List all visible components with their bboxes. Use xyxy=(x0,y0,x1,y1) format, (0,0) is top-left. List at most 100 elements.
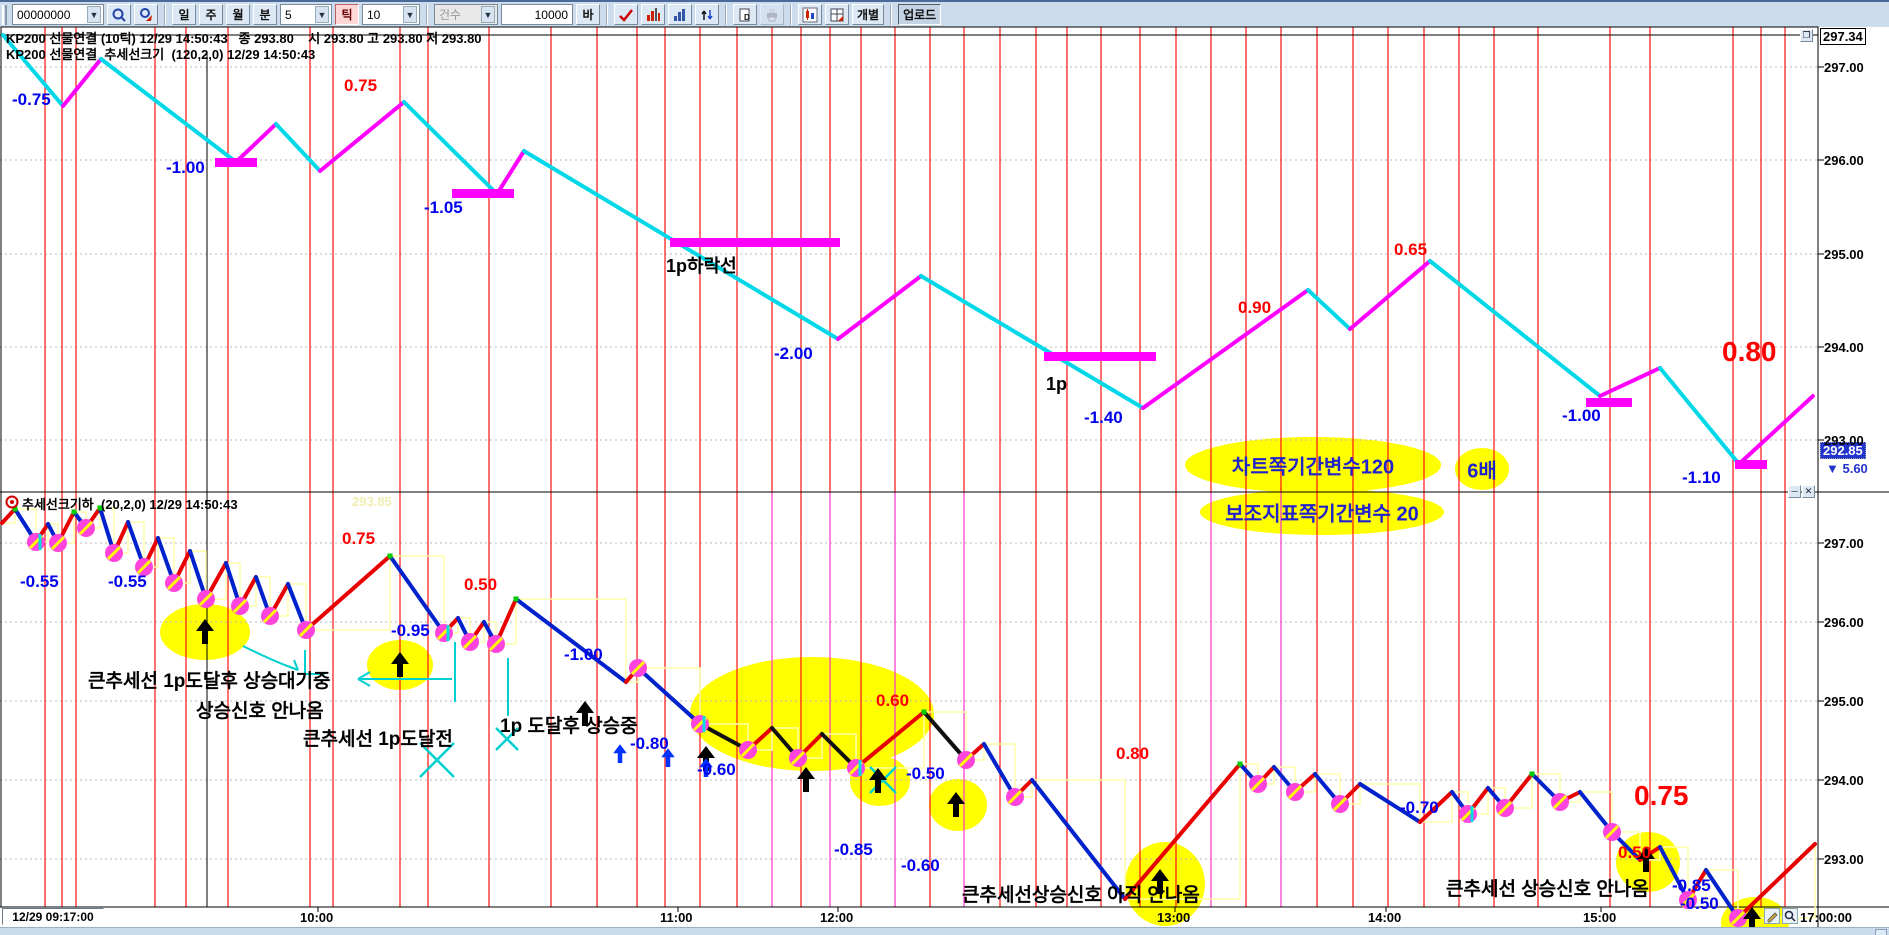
period-week-button[interactable]: 주 xyxy=(199,4,223,25)
close-panel-button[interactable]: ✕ xyxy=(1802,485,1815,498)
signal-circle-slash xyxy=(1007,789,1023,805)
sort-arrows-icon-button[interactable] xyxy=(695,4,719,25)
individual-button[interactable]: 개별 xyxy=(852,4,885,25)
trend-line-segment xyxy=(1737,394,1815,466)
chevron-down-icon: ▼ xyxy=(481,6,495,23)
trend-line-segment xyxy=(99,57,238,164)
peak-dot xyxy=(1237,761,1243,767)
volume-alert-icon-button[interactable] xyxy=(641,4,665,25)
print-icon-button xyxy=(760,4,784,25)
x-mark xyxy=(419,742,455,778)
peak-dot xyxy=(1529,771,1535,777)
signal-circle-slash xyxy=(1552,794,1568,810)
minute-interval-value: 5 xyxy=(285,7,292,22)
volume-icon-button[interactable] xyxy=(668,4,692,25)
trend-line-segment xyxy=(1358,782,1422,824)
up-arrow-head xyxy=(661,748,675,758)
toolbar-separator xyxy=(606,4,608,25)
tick-interval-select[interactable]: 10 ▼ xyxy=(362,4,420,25)
candle-check-icon-button[interactable] xyxy=(614,4,638,25)
toolbar-separator xyxy=(164,4,166,25)
bar-unit-button[interactable]: 바 xyxy=(576,4,600,25)
pencil-icon xyxy=(1767,912,1778,923)
signal-circle-slash xyxy=(1730,910,1746,926)
trend-line-segment xyxy=(234,122,278,164)
chevron-down-icon[interactable]: ▼ xyxy=(87,6,101,23)
trend-line-segment xyxy=(274,122,322,173)
period-minute-button[interactable]: 분 xyxy=(253,4,277,25)
signal-circle-slash xyxy=(1332,796,1348,812)
up-arrow-head xyxy=(1743,907,1761,919)
trend-line-segment xyxy=(1428,259,1602,398)
trend-line-segment xyxy=(1,33,65,108)
search-icon xyxy=(112,8,126,22)
period-day-button[interactable]: 일 xyxy=(172,4,196,25)
signal-circle-slash xyxy=(1497,800,1513,816)
toolbar-separator xyxy=(890,4,893,25)
grid-icon-button[interactable] xyxy=(825,4,849,25)
trend-line-segment xyxy=(1598,366,1662,398)
trend-line-segment xyxy=(1658,366,1741,466)
minimize-panel-button[interactable]: ─ xyxy=(1788,485,1801,498)
trend-line-segment xyxy=(1418,790,1454,824)
toolbar-separator xyxy=(790,4,792,25)
check-icon xyxy=(619,8,633,22)
signal-circle-slash xyxy=(958,752,974,768)
peak-dot xyxy=(97,505,103,511)
bar-count-input[interactable]: 10000 xyxy=(501,4,573,25)
up-down-arrows-icon xyxy=(701,9,713,20)
candle-chart-icon-button[interactable] xyxy=(798,4,822,25)
highlight-oval xyxy=(1200,489,1444,535)
period-month-button[interactable]: 월 xyxy=(226,4,250,25)
trend-line-segment xyxy=(919,274,1145,410)
horizontal-scroll-strip[interactable] xyxy=(0,927,1889,935)
minute-interval-select[interactable]: 5 ▼ xyxy=(280,4,332,25)
bars-icon xyxy=(674,8,685,21)
up-arrow-head xyxy=(196,619,214,631)
signal-circle-slash xyxy=(262,608,278,624)
upload-button[interactable]: 업로드 xyxy=(898,4,942,25)
printer-icon xyxy=(767,8,777,21)
trend-line-segment xyxy=(1704,868,1740,920)
document-icon: D xyxy=(739,8,750,22)
peak-dot xyxy=(513,596,519,602)
restore-window-button[interactable]: ❐ xyxy=(1800,29,1813,42)
search-icon-button[interactable] xyxy=(107,4,131,25)
x-mark xyxy=(495,727,519,751)
signal-circle-slash xyxy=(488,636,504,652)
trend-line-segment xyxy=(495,149,526,196)
save-page-icon-button[interactable]: D xyxy=(733,4,757,25)
trend-line-segment xyxy=(636,666,702,726)
up-arrow-head xyxy=(576,701,594,713)
signal-circle-slash xyxy=(78,520,94,536)
toolbar-separator xyxy=(725,4,727,25)
toolbar-grip[interactable] xyxy=(2,4,7,25)
signal-circle-slash xyxy=(1287,784,1303,800)
peak-dot xyxy=(71,509,77,515)
zoom-tool-button[interactable] xyxy=(1782,908,1798,924)
draw-tool-button[interactable] xyxy=(1764,908,1780,924)
chevron-down-icon[interactable]: ▼ xyxy=(315,6,329,23)
trend-line-segment xyxy=(61,57,103,108)
up-arrow-head xyxy=(391,652,409,664)
trend-line-segment xyxy=(836,274,923,341)
trend-line-segment xyxy=(1141,288,1310,410)
trend-line-segment xyxy=(854,710,926,770)
signal-circle-slash xyxy=(232,598,248,614)
tick-mode-button[interactable]: 틱 xyxy=(335,4,359,25)
symbol-input[interactable]: 00000000 ▼ xyxy=(12,4,104,25)
grid-icon xyxy=(830,8,844,21)
trend-line-segment xyxy=(304,554,392,632)
search-prev-icon-button[interactable] xyxy=(134,4,158,25)
signal-circle-slash xyxy=(136,559,152,575)
trend-line-segment xyxy=(698,722,750,752)
red-bars-icon xyxy=(647,7,660,21)
highlight-oval xyxy=(690,657,934,771)
signal-circle-slash xyxy=(1250,776,1266,792)
resize-grip[interactable] xyxy=(1875,929,1887,935)
chevron-down-icon[interactable]: ▼ xyxy=(403,6,417,23)
trend-line-segment xyxy=(982,742,1017,799)
up-arrow-head xyxy=(797,767,815,779)
